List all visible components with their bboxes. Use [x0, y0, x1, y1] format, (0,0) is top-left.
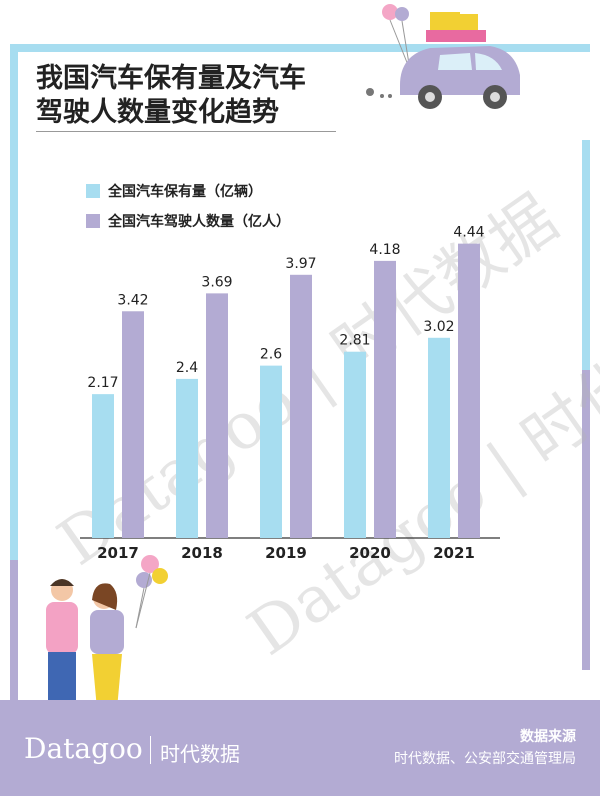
- legend-label-drivers: 全国汽车驾驶人数量（亿人）: [108, 214, 290, 230]
- bar-ownership-2018: [176, 378, 198, 538]
- value-label-drivers-2021: 4.44: [453, 225, 484, 241]
- brand-separator: [150, 736, 151, 764]
- x-tick-label-2019: 2019: [265, 544, 307, 562]
- car-illustration: [366, 4, 520, 109]
- value-label-drivers-2018: 3.69: [201, 274, 232, 290]
- bar-drivers-2021: [458, 243, 480, 538]
- x-tick-label-2017: 2017: [97, 544, 139, 562]
- luggage-icon: [430, 12, 460, 32]
- value-label-drivers-2017: 3.42: [117, 292, 148, 308]
- frame-right-accent: [582, 370, 590, 670]
- legend-swatch-ownership: [86, 184, 100, 198]
- bar-ownership-2021: [428, 337, 450, 538]
- frame-left-border: [10, 44, 18, 744]
- bar-ownership-2019: [260, 365, 282, 538]
- source-text: 时代数据、公安部交通管理局: [394, 751, 576, 767]
- value-label-drivers-2019: 3.97: [285, 256, 316, 272]
- frame-right-border: [582, 140, 590, 370]
- frame-left-accent: [10, 560, 18, 700]
- bar-drivers-2019: [290, 274, 312, 538]
- legend-label-ownership: 全国汽车保有量（亿辆）: [108, 184, 262, 200]
- value-label-ownership-2017: 2.17: [87, 375, 118, 391]
- value-label-drivers-2020: 4.18: [369, 242, 400, 258]
- value-label-ownership-2018: 2.4: [176, 360, 198, 376]
- title-underline: [36, 131, 336, 132]
- legend-swatch-drivers: [86, 214, 100, 228]
- x-tick-label-2018: 2018: [181, 544, 223, 562]
- x-tick-label-2020: 2020: [349, 544, 391, 562]
- source-title: 数据来源: [520, 729, 576, 745]
- brand-logo: Datagoo: [24, 732, 143, 765]
- chart-title: 我国汽车保有量及汽车 驾驶人数量变化趋势: [36, 63, 306, 128]
- balloons-icon-2: [135, 555, 168, 629]
- couple-illustration: [46, 555, 168, 726]
- footer-band: [0, 700, 600, 796]
- bar-drivers-2017: [122, 311, 144, 538]
- chart-legend: 全国汽车保有量（亿辆） 全国汽车驾驶人数量（亿人）: [86, 176, 290, 236]
- value-label-ownership-2020: 2.81: [339, 333, 370, 349]
- bar-drivers-2020: [374, 260, 396, 538]
- legend-item-ownership: 全国汽车保有量（亿辆）: [86, 176, 290, 206]
- bar-drivers-2018: [206, 293, 228, 538]
- value-label-ownership-2021: 3.02: [423, 319, 454, 335]
- legend-item-drivers: 全国汽车驾驶人数量（亿人）: [86, 206, 290, 236]
- bar-ownership-2017: [92, 394, 114, 538]
- frame-top-border: [10, 44, 590, 52]
- x-tick-label-2021: 2021: [433, 544, 475, 562]
- value-label-ownership-2019: 2.6: [260, 347, 282, 363]
- bar-ownership-2020: [344, 351, 366, 538]
- brand-name-cn: 时代数据: [160, 742, 240, 766]
